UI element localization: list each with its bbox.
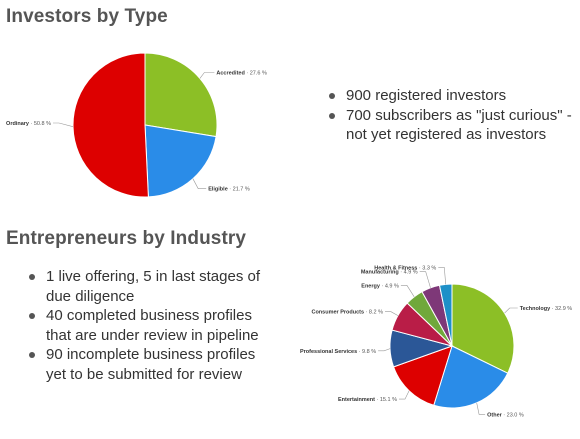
investors-pie-chart: Accredited · 27.6 % Eligible · 21.7 % Ordi… <box>6 52 267 198</box>
industry-label-consumer-products: Consumer Products · 8.2 % <box>311 310 383 316</box>
industry-label-entertainment: Entertainment · 15.1 % <box>338 397 397 403</box>
investor-note-subscribers: 700 subscribers as "just curious" - not … <box>327 106 577 145</box>
industry-leader-manufacturing <box>419 271 431 288</box>
entrepreneurs-by-industry-heading: Entrepreneurs by Industry <box>6 228 247 249</box>
investors-leader-ordinary <box>53 122 74 127</box>
investors-by-type-heading: Investors by Type <box>6 6 168 27</box>
investors-label-eligible: Eligible · 21.7 % <box>208 187 250 193</box>
investors-label-ordinary: Ordinary · 50.8 % <box>6 121 51 127</box>
industry-leader-entertainment <box>399 390 410 400</box>
investor-notes-list: 900 registered investors 700 subscribers… <box>327 86 577 145</box>
industry-slice-other <box>433 345 509 409</box>
industry-leader-health-fitness <box>438 267 446 285</box>
industry-note-offerings: 1 live offering, 5 in last stages of due… <box>27 267 277 306</box>
industry-slice-entertainment <box>392 345 453 406</box>
industry-leader-other <box>476 402 486 415</box>
industry-slice-health-fitness <box>438 283 453 347</box>
industry-note-completed-profiles: 40 completed business profiles that are … <box>27 306 277 345</box>
industry-label-other: Other · 23.0 % <box>487 412 524 418</box>
industry-label-energy: Energy · 4.9 % <box>361 283 399 289</box>
industry-notes-list: 1 live offering, 5 in last stages of due… <box>27 267 277 384</box>
industry-label-professional-services: Professional Services · 9.8 % <box>300 349 376 355</box>
industry-note-incomplete-profiles: 90 incomplete business profiles yet to b… <box>27 345 277 384</box>
investors-label-accredited: Accredited · 27.6 % <box>216 71 267 77</box>
investor-note-registered: 900 registered investors <box>327 86 577 106</box>
industry-label-health-fitness: Health & Fitness · 3.3 % <box>374 265 436 271</box>
industry-label-manufacturing: Manufacturing · 4.9 % <box>361 270 418 276</box>
industry-pie-chart: Technology · 32.9 % Other · 23.0 % Enterta… <box>300 265 573 418</box>
investors-slice-ordinary <box>72 52 149 198</box>
industry-slice-technology <box>451 283 515 374</box>
investors-leader-accredited <box>199 72 215 79</box>
investors-slice-eligible <box>144 124 217 198</box>
industry-leader-technology <box>504 307 518 314</box>
industry-leader-consumer-products <box>385 311 399 316</box>
industry-leader-energy <box>400 284 415 297</box>
investors-leader-eligible <box>192 178 207 189</box>
investors-slice-accredited <box>144 52 218 138</box>
industry-label-technology: Technology · 32.9 % <box>520 306 573 312</box>
industry-leader-professional-services <box>378 348 391 352</box>
